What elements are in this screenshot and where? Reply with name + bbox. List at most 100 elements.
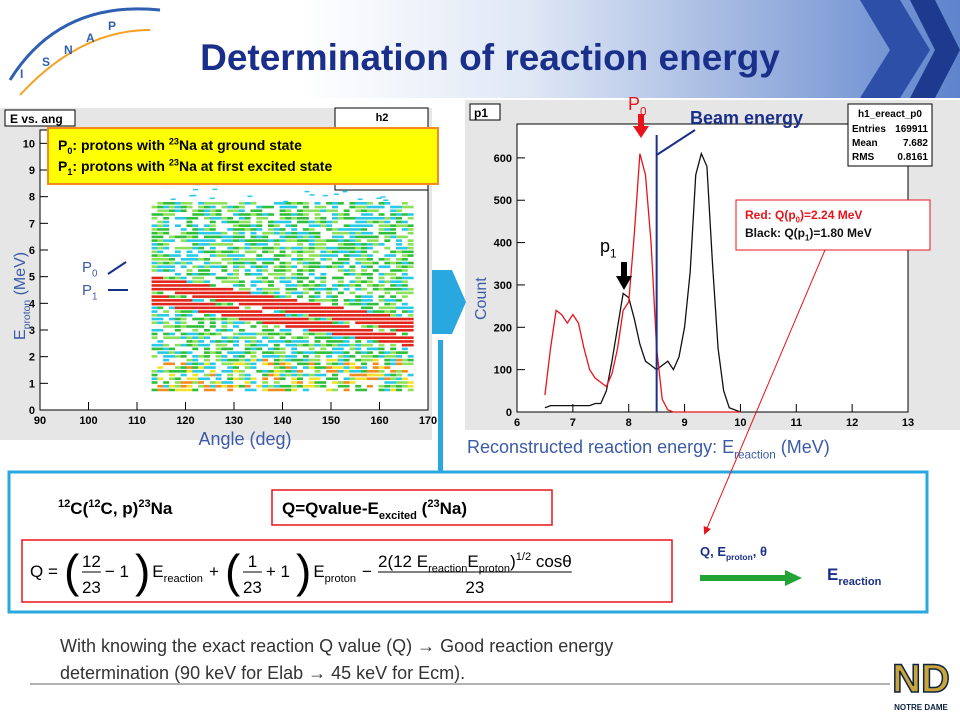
heat-cell	[262, 358, 269, 362]
heat-cell	[378, 224, 385, 227]
heat-cell	[227, 220, 234, 224]
heat-cell	[169, 202, 176, 205]
heat-cell	[267, 280, 274, 283]
heat-cell	[262, 291, 269, 295]
heat-cell	[308, 250, 315, 254]
heat-cell	[314, 355, 321, 358]
heat-cell	[314, 343, 321, 347]
heat-cell	[267, 347, 274, 351]
heat-cell	[291, 377, 298, 381]
heat-cell	[308, 384, 315, 388]
heat-cell	[384, 366, 391, 369]
heat-cell	[250, 340, 257, 343]
series-line	[544, 153, 741, 413]
heat-cell	[151, 314, 158, 317]
numerator-part: )	[510, 552, 516, 571]
heat-cell	[308, 328, 315, 332]
heat-cell	[337, 291, 344, 295]
heat-cell	[157, 265, 164, 269]
heat-cell	[262, 325, 269, 328]
heat-cell	[163, 325, 170, 328]
heat-cell	[273, 355, 280, 358]
heat-cell	[157, 231, 164, 235]
heat-cell	[320, 299, 327, 302]
heat-cell	[198, 325, 205, 328]
heat-cell	[349, 302, 356, 306]
denominator: 23	[243, 578, 262, 597]
heat-cell	[192, 213, 199, 216]
heat-cell	[297, 314, 304, 317]
heat-cell	[180, 366, 187, 369]
heat-cell	[227, 261, 234, 265]
y-tick-label: 10	[23, 138, 35, 150]
heat-cell	[198, 272, 205, 276]
heat-cell	[256, 213, 263, 216]
heat-cell	[285, 358, 292, 362]
heat-cell	[308, 287, 315, 291]
heat-cell	[192, 373, 199, 377]
heat-cell	[267, 332, 274, 336]
heat-cell	[233, 228, 240, 231]
heat-cell	[355, 343, 362, 347]
heat-cell	[174, 287, 181, 291]
heat-cell	[233, 254, 240, 257]
heat-cell	[250, 235, 257, 239]
heat-cell	[227, 291, 234, 295]
stats-label: Entries	[852, 124, 886, 135]
heat-cell	[349, 239, 356, 242]
heat-cell	[309, 194, 315, 196]
heat-cell	[297, 340, 304, 343]
heat-cell	[285, 254, 292, 257]
heat-cell	[302, 332, 309, 336]
heat-cell	[291, 258, 298, 261]
numerator-part: cosθ	[531, 552, 572, 571]
heat-cell	[209, 197, 215, 200]
x-tick-label: 11	[790, 417, 802, 429]
heat-cell	[192, 317, 199, 321]
heat-cell	[343, 355, 350, 358]
heat-cell	[372, 239, 379, 242]
heat-cell	[273, 317, 280, 321]
y-tick-label: 4	[29, 298, 36, 310]
heat-cell	[297, 258, 304, 261]
heat-cell	[326, 228, 333, 231]
heat-cell	[401, 325, 408, 328]
series-line	[544, 151, 741, 413]
heat-cell	[401, 258, 408, 261]
heat-cell	[267, 317, 274, 321]
heat-cell	[163, 224, 170, 227]
heat-cell	[285, 246, 292, 250]
heat-cell	[349, 216, 356, 220]
heat-cell	[361, 295, 368, 298]
heat-cell	[297, 261, 304, 265]
p1-label-part: p	[600, 236, 610, 256]
heat-cell	[262, 362, 269, 366]
heat-cell	[203, 355, 210, 358]
heat-cell	[151, 381, 158, 384]
heat-cell	[250, 381, 257, 384]
heat-cell	[238, 202, 245, 205]
heat-cell	[227, 272, 234, 276]
heat-cell	[407, 306, 414, 310]
heat-cell	[308, 231, 315, 235]
heat-cell	[227, 336, 234, 339]
heat-cell	[215, 310, 222, 313]
heat-cell	[189, 195, 195, 197]
heat-cell	[291, 343, 298, 347]
heat-cell	[401, 306, 408, 310]
heat-cell	[378, 243, 385, 246]
heat-cell	[151, 347, 158, 351]
heat-cell	[395, 314, 402, 317]
formula-term: + 1	[266, 562, 290, 581]
heat-cell	[157, 287, 164, 291]
heat-cell	[302, 351, 309, 354]
heat-cell	[238, 258, 245, 261]
heat-cell	[366, 384, 373, 388]
heat-cell	[174, 366, 181, 369]
p0-label: P0	[628, 94, 647, 118]
heat-cell	[198, 280, 205, 283]
heat-cell	[331, 250, 338, 254]
heat-cell	[215, 317, 222, 321]
heat-cell	[238, 224, 245, 227]
heat-cell	[244, 246, 251, 250]
